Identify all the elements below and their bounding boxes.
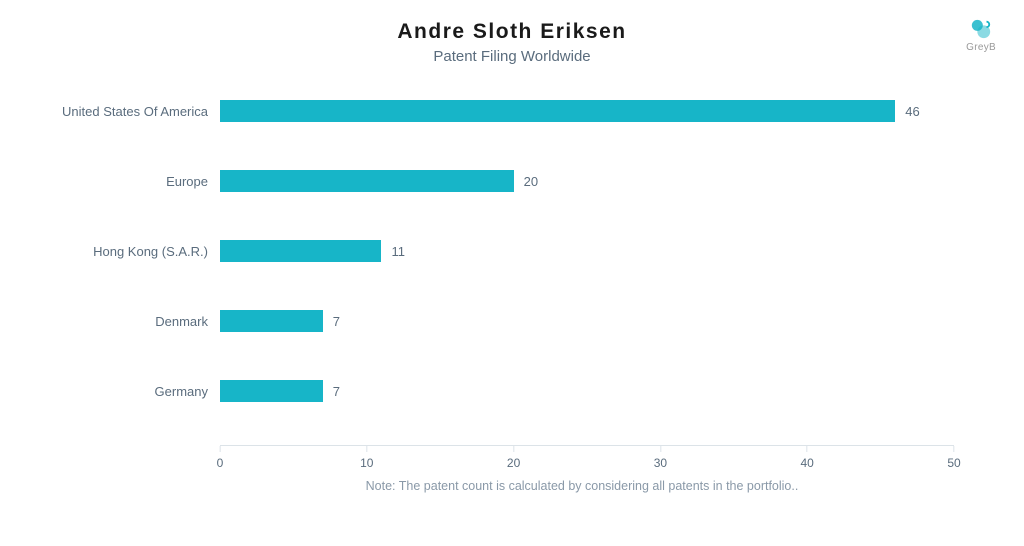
bar-value-label: 7 (333, 314, 340, 329)
bar-row: Denmark7 (220, 310, 954, 332)
tick-line (366, 446, 367, 452)
x-axis-tick: 30 (654, 446, 667, 470)
chart-plot: United States Of America46 Europe20 Hong K… (220, 95, 954, 445)
tick-line (220, 446, 221, 452)
tick-label: 40 (801, 456, 814, 470)
bar (220, 380, 323, 402)
x-axis-tick: 10 (360, 446, 373, 470)
brand-logo-icon (970, 18, 992, 40)
tick-line (660, 446, 661, 452)
bar (220, 310, 323, 332)
tick-line (953, 446, 954, 452)
bar-value-label: 46 (905, 104, 919, 119)
bar-value-label: 7 (333, 384, 340, 399)
bar-category-label: Europe (166, 174, 208, 189)
x-axis-tick: 20 (507, 446, 520, 470)
bar-value-label: 11 (391, 244, 405, 259)
tick-label: 30 (654, 456, 667, 470)
bar-value-label: 20 (524, 174, 538, 189)
bar (220, 100, 895, 122)
x-axis-tick: 50 (947, 446, 960, 470)
x-axis-tick: 0 (217, 446, 224, 470)
tick-label: 20 (507, 456, 520, 470)
brand-logo-text: GreyB (966, 42, 996, 53)
tick-label: 0 (217, 456, 224, 470)
tick-label: 50 (947, 456, 960, 470)
bar (220, 170, 514, 192)
tick-label: 10 (360, 456, 373, 470)
bar-category-label: Germany (155, 384, 208, 399)
bar-row: Germany7 (220, 380, 954, 402)
x-axis: 01020304050 (220, 445, 954, 475)
chart-container: GreyB Andre Sloth Eriksen Patent Filing … (0, 0, 1024, 546)
bar-row: United States Of America46 (220, 100, 954, 122)
tick-line (513, 446, 514, 452)
brand-logo: GreyB (966, 18, 996, 53)
bar-row: Hong Kong (S.A.R.)11 (220, 240, 954, 262)
tick-line (807, 446, 808, 452)
chart-note: Note: The patent count is calculated by … (170, 479, 994, 493)
chart-title: Andre Sloth Eriksen (30, 20, 994, 44)
bar-category-label: United States Of America (62, 104, 208, 119)
chart-subtitle: Patent Filing Worldwide (30, 48, 994, 65)
x-axis-tick: 40 (801, 446, 814, 470)
bar-category-label: Denmark (155, 314, 208, 329)
chart-area: United States Of America46 Europe20 Hong K… (220, 95, 954, 475)
bar-row: Europe20 (220, 170, 954, 192)
bar-category-label: Hong Kong (S.A.R.) (93, 244, 208, 259)
bar (220, 240, 381, 262)
